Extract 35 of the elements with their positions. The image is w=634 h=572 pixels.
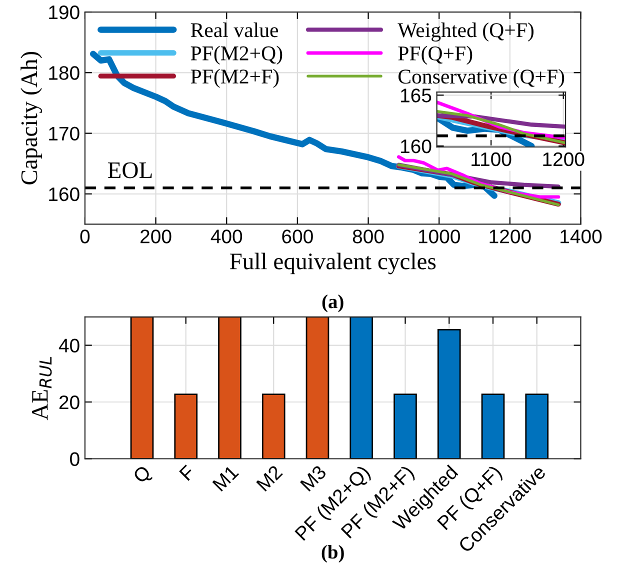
x-tick-label: 800 [352, 230, 384, 244]
y-tick-label: 40 [58, 338, 80, 352]
x-tick-label: 400 [210, 230, 242, 244]
ref-line-label: EOL [108, 162, 152, 178]
legend-label: PF(M2+F) [190, 68, 279, 88]
x-tick-label: 1000 [418, 230, 460, 244]
legend-label: Real value [190, 22, 278, 38]
y-axis-title: Capacity (Ah) [20, 52, 42, 184]
y-axis-title: AE$_{RUL}$ [32, 356, 52, 420]
x-tick-label: 1100 [472, 152, 512, 166]
y-tick-label: 0 [70, 452, 80, 466]
legend-label: PF(Q+F) [398, 46, 472, 65]
y-tick-label: 160 [49, 187, 80, 202]
x-tick-label: M1 [212, 464, 240, 492]
text: (b) [322, 544, 344, 563]
legend-label: Weighted (Q+F) [398, 22, 534, 42]
x-tick-label: 1200 [490, 230, 531, 244]
x-tick-label: 1200 [543, 152, 584, 166]
y-tick-label: 160 [401, 139, 432, 154]
x-tick-label: 1400 [560, 230, 602, 244]
x-axis-title: Full equivalent cycles [230, 252, 436, 274]
y-tick-label: 190 [49, 5, 80, 20]
legend-label: PF(M2+Q) [190, 46, 282, 65]
x-tick-label: F [179, 464, 196, 481]
y-tick-label: 180 [49, 66, 80, 80]
y-tick-label: 165 [401, 88, 432, 102]
x-tick-label: 0 [80, 230, 90, 244]
legend-label: Conservative (Q+F) [398, 68, 564, 88]
y-tick-label: 20 [59, 395, 80, 410]
text: (a) [322, 294, 344, 312]
y-tick-label: 170 [49, 126, 80, 141]
x-tick-label: M2 [256, 464, 283, 492]
x-tick-label: 200 [140, 230, 172, 244]
x-tick-label: 600 [282, 230, 313, 244]
x-tick-label: Q [132, 464, 154, 486]
